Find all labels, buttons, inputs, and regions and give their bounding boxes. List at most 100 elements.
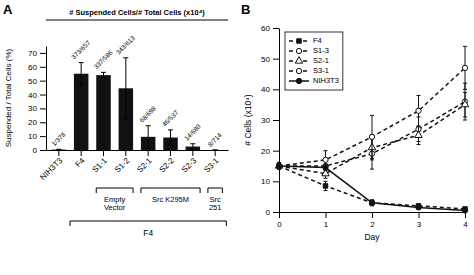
tick-label: 10 xyxy=(261,177,270,186)
error-bar xyxy=(277,163,281,169)
tick-mark xyxy=(279,212,280,218)
tick-label: 1 xyxy=(324,220,329,229)
marker xyxy=(370,201,374,205)
marker xyxy=(323,165,328,170)
tick-label: 20 xyxy=(28,118,37,127)
error-bar xyxy=(190,144,195,150)
marker xyxy=(415,131,422,137)
error-bar xyxy=(370,200,374,206)
chart-svg: 1/378373/657337/586343/61368/69846/53714… xyxy=(0,0,474,275)
annotation: 14/680 xyxy=(183,122,202,141)
axis-line xyxy=(279,29,280,213)
marker xyxy=(461,100,468,106)
tick: S2-2 xyxy=(158,150,177,174)
x-axis: NIH3T3F4S1-1S1-2S2-1S2-2S2-3S3-1 xyxy=(38,150,228,182)
tick-mark xyxy=(273,181,279,182)
axis-line xyxy=(47,150,229,151)
tick: 10 xyxy=(261,177,279,186)
annotation: 8/714 xyxy=(206,131,223,148)
legend-box xyxy=(285,32,343,90)
tick-mark xyxy=(40,108,46,109)
panel-label: B xyxy=(241,2,250,17)
error-bar xyxy=(277,163,281,169)
error-bar xyxy=(417,95,421,126)
tick-mark xyxy=(40,136,46,137)
annotation: 373/657 xyxy=(70,39,92,61)
tick-label: 20 xyxy=(261,147,270,156)
tick-label: F4 xyxy=(74,156,87,169)
axis-title: Suspended / Total Cells (%) xyxy=(4,48,13,147)
y-axis: 0102030405060 xyxy=(261,24,279,217)
tick-label: 0 xyxy=(266,208,271,217)
tick-label: 2 xyxy=(370,220,375,229)
title-rule xyxy=(46,20,228,21)
marker xyxy=(276,163,281,168)
tick-label: 0 xyxy=(33,146,38,155)
tick: S1-1 xyxy=(91,150,110,174)
tick-label: S3-1 xyxy=(202,156,221,175)
tick-mark xyxy=(40,53,46,54)
panel: 1/378373/657337/586343/61368/69846/53714… xyxy=(3,2,229,238)
marker xyxy=(276,163,281,168)
marker xyxy=(369,134,374,139)
panel-label: A xyxy=(3,2,13,17)
bar xyxy=(96,75,111,150)
tick-mark xyxy=(40,122,46,123)
group-label: Vector xyxy=(104,203,126,212)
tick-label: 70 xyxy=(28,49,37,58)
plot-area xyxy=(52,58,218,150)
error-bar xyxy=(277,163,281,169)
tick: 40 xyxy=(261,85,279,94)
error-bar xyxy=(277,163,281,169)
error-bar xyxy=(324,164,328,170)
tick-mark xyxy=(58,150,59,156)
tick-mark xyxy=(40,150,46,151)
legend-swatch xyxy=(297,39,301,43)
axis-title: Day xyxy=(364,232,380,242)
error-bar xyxy=(56,149,61,150)
tick: 20 xyxy=(28,118,46,127)
error-bar xyxy=(101,72,106,78)
legend-label: S2-1 xyxy=(313,56,329,65)
tick: 70 xyxy=(28,49,46,58)
tick: NIH3T3 xyxy=(38,150,64,182)
group-bracket xyxy=(96,188,133,193)
tick-label: S2-3 xyxy=(180,156,199,175)
group-bracket xyxy=(208,188,223,193)
tick: 40 xyxy=(28,91,46,100)
tick-label: 30 xyxy=(261,116,270,125)
tick-label: 10 xyxy=(28,132,37,141)
tick-mark xyxy=(103,150,104,156)
error-bar xyxy=(324,181,328,190)
axis-title: # Cells (x10⁴) xyxy=(243,94,253,146)
tick: 50 xyxy=(28,77,46,86)
tick-mark xyxy=(273,28,279,29)
tick: F4 xyxy=(74,150,87,169)
group-label: F4 xyxy=(143,228,153,238)
legend-label: S3-1 xyxy=(313,66,329,75)
bar xyxy=(52,149,67,150)
legend: F4S1-3S2-1S3-1NIH3T3 xyxy=(285,32,343,90)
group-bracket xyxy=(70,221,226,226)
tick: 1 xyxy=(324,212,329,229)
tick: 60 xyxy=(261,24,279,33)
error-bar xyxy=(463,46,467,89)
annotation: 343/613 xyxy=(114,34,136,56)
axis-line xyxy=(46,47,47,151)
tick-mark xyxy=(148,150,149,156)
tick-mark xyxy=(273,151,279,152)
tick: 30 xyxy=(261,116,279,125)
tick-mark xyxy=(40,81,46,82)
tick-mark xyxy=(125,150,126,156)
tick-mark xyxy=(372,212,373,218)
marker xyxy=(277,164,281,168)
marker xyxy=(416,205,421,210)
tick-label: 3 xyxy=(417,220,422,229)
tick-label: 40 xyxy=(28,91,37,100)
tick-mark xyxy=(273,212,279,213)
legend-swatch xyxy=(296,68,301,73)
error-bar xyxy=(79,63,84,85)
group-label: 251 xyxy=(209,203,222,212)
tick-label: 40 xyxy=(261,85,270,94)
tick-label: 0 xyxy=(277,220,282,229)
